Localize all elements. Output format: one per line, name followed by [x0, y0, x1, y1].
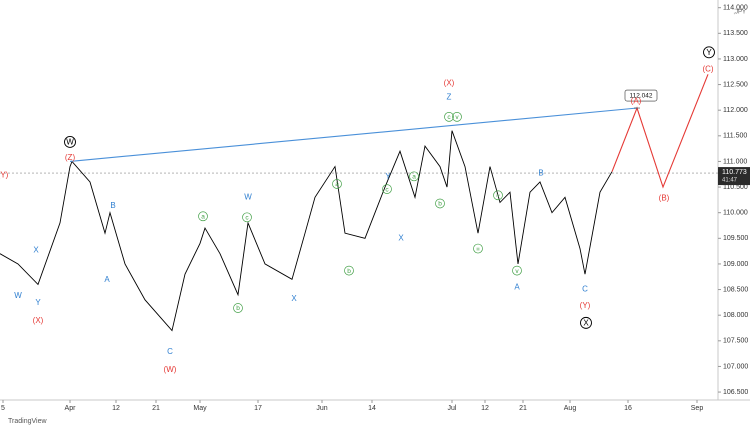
symbol: ,JPY: [733, 10, 746, 16]
x-tick-label: May: [193, 405, 207, 412]
wave-label: b: [347, 268, 351, 275]
wave-label: C: [582, 285, 588, 294]
wave-label: (Y): [0, 170, 9, 179]
wave-label: c: [245, 215, 249, 222]
wave-circle: [242, 212, 252, 223]
y-tick-label: 107.500: [723, 338, 748, 345]
wave-label: a: [335, 181, 339, 188]
target-box: [624, 89, 658, 102]
wave-label: iv: [496, 193, 500, 198]
x-tick-label: Jul: [448, 405, 457, 412]
trend-line: [69, 107, 638, 162]
x-tick-label: 17: [254, 405, 262, 412]
wave-circle: [435, 198, 445, 209]
wave-circle: [703, 46, 715, 59]
brand: TradingView: [8, 418, 47, 425]
wave-label: Z: [447, 92, 452, 101]
y-tick-label: 113.500: [723, 30, 748, 37]
wave-label: (C): [702, 64, 713, 73]
wave-circle: [64, 136, 76, 148]
x-tick-label: 12: [112, 405, 120, 412]
y-tick-label: 110.500: [723, 184, 748, 191]
wave-circle: [512, 265, 522, 276]
wave-circle: [580, 316, 592, 329]
wave-label: (W): [164, 365, 177, 374]
wave-circle: [198, 211, 208, 222]
y-tick-label: 111.000: [723, 158, 747, 165]
wave-label: (B): [659, 193, 670, 202]
wave-label: A: [514, 283, 520, 292]
y-tick-label: 108.000: [723, 312, 748, 319]
wave-label: X: [291, 294, 297, 303]
x-tick-label: Apr: [65, 405, 77, 412]
current-price-label: 110.773: [722, 169, 747, 176]
y-tick-label: 112.500: [723, 81, 748, 88]
wave-circle: [382, 184, 392, 194]
wave-label: W: [244, 192, 252, 201]
wave-label: W: [14, 291, 22, 300]
projection-line: [611, 74, 709, 189]
wave-label: (Y): [580, 301, 591, 310]
y-tick-label: 106.500: [723, 389, 748, 396]
wave-circle: [493, 190, 503, 201]
x-tick-label: 21: [152, 405, 160, 412]
current-price-box: [718, 167, 750, 186]
wave-label: (A): [631, 97, 642, 106]
wave-label: (X): [444, 79, 455, 88]
y-tick-label: 108.500: [723, 286, 748, 293]
wave-label: a: [201, 213, 205, 220]
x-tick-label: 16: [624, 405, 632, 412]
wave-label: B: [538, 168, 543, 177]
wave-label: Y: [385, 172, 391, 181]
x-tick-label: Jun: [316, 405, 327, 412]
wave-label: (Z): [65, 153, 76, 162]
x-tick-label: 14: [368, 405, 376, 412]
current-price-timer: 41:47: [722, 178, 738, 184]
wave-label: c: [447, 114, 451, 121]
target-label: 112.042: [629, 92, 652, 99]
wave-label: X: [33, 246, 39, 255]
y-tick-label: 112.000: [723, 107, 748, 114]
wave-circle: [473, 243, 483, 254]
wave-label: Y: [35, 298, 41, 307]
y-tick-label: 111.500: [723, 133, 747, 140]
wave-label: W: [66, 138, 74, 147]
price-line: [0, 130, 613, 332]
wave-label: Y: [706, 48, 712, 57]
wave-label: iii: [477, 246, 480, 251]
wave-label: X: [583, 318, 589, 327]
y-tick-label: 110.000: [723, 210, 748, 217]
y-tick-label: 107.000: [723, 363, 748, 370]
wave-label: a: [412, 174, 416, 181]
wave-circle: [233, 303, 243, 313]
wave-label: v: [515, 268, 519, 275]
x-tick-label: 12: [481, 405, 489, 412]
wave-circle: [332, 179, 342, 189]
wave-label: B: [110, 201, 115, 210]
wave-label: (X): [33, 316, 44, 325]
y-tick-label: 114.000: [723, 5, 748, 12]
wave-label: A: [104, 275, 110, 284]
y-tick-label: 109.000: [723, 261, 748, 268]
x-tick-label: Sep: [691, 405, 704, 412]
wave-label: C: [167, 347, 173, 356]
wave-label: v: [455, 114, 459, 121]
y-tick-label: 109.500: [723, 235, 748, 242]
wave-circle: [452, 111, 462, 122]
wave-label: b: [236, 305, 240, 312]
wave-circle: [444, 111, 454, 122]
x-tick-label: 21: [519, 405, 527, 412]
x-tick-label: Aug: [564, 405, 577, 412]
x-tick-label: 5: [1, 405, 5, 412]
wave-label: c: [385, 186, 389, 193]
wave-label: X: [398, 233, 404, 242]
wave-circle: [344, 265, 354, 276]
y-tick-label: 113.000: [723, 56, 748, 63]
wave-label: b: [438, 201, 442, 208]
wave-circle: [409, 171, 419, 182]
